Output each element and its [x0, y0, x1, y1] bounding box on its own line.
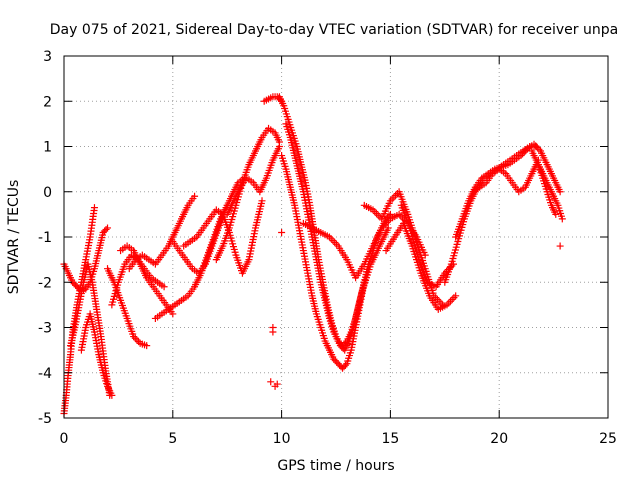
- y-tick-label: 3: [43, 49, 52, 65]
- data-point: [160, 283, 168, 291]
- y-tick-label: -1: [38, 230, 52, 246]
- y-tick-label: -5: [38, 411, 52, 427]
- data-point: [532, 142, 540, 150]
- x-tick-label: 10: [273, 431, 291, 447]
- x-tick-label: 0: [60, 431, 69, 447]
- data-point: [269, 328, 277, 336]
- y-tick-label: 1: [43, 140, 52, 156]
- data-point: [517, 152, 525, 160]
- y-tick-label: -4: [38, 366, 52, 382]
- data-point: [520, 148, 528, 156]
- x-tick-label: 5: [168, 431, 177, 447]
- y-tick-label: -3: [38, 321, 52, 337]
- data-point: [384, 224, 392, 232]
- data-point: [556, 188, 564, 196]
- data-point: [104, 224, 112, 232]
- data-point: [258, 197, 266, 205]
- data-point: [143, 342, 151, 350]
- data-point: [452, 292, 460, 300]
- x-tick-label: 25: [599, 431, 617, 447]
- data-point: [191, 192, 199, 200]
- data-point: [169, 310, 177, 318]
- data-point: [267, 378, 275, 386]
- data-point: [535, 145, 543, 153]
- data-point: [552, 210, 560, 218]
- chart-title: Day 075 of 2021, Sidereal Day-to-day VTE…: [50, 22, 618, 38]
- data-point: [102, 225, 110, 233]
- data-point: [131, 334, 139, 342]
- grid-lines: [64, 56, 608, 418]
- y-tick-label: 2: [43, 94, 52, 110]
- y-tick-label: 0: [43, 185, 52, 201]
- data-point: [108, 391, 116, 399]
- data-point: [278, 228, 286, 236]
- data-point: [135, 338, 143, 346]
- data-point: [522, 146, 530, 154]
- data-point: [130, 333, 138, 341]
- data-point: [273, 380, 281, 388]
- data-point: [558, 215, 566, 223]
- data-point: [533, 144, 541, 152]
- x-tick-label: 20: [490, 431, 508, 447]
- x-axis-label: GPS time / hours: [277, 458, 394, 474]
- data-point: [133, 336, 141, 344]
- y-tick-label: -2: [38, 275, 52, 291]
- axis-ticks: 0 5 10 15 20 25 -5 -4 -3 -2 -1 0 1 2 3: [38, 49, 617, 447]
- data-point: [90, 204, 98, 212]
- data-point: [341, 361, 349, 369]
- data-point: [341, 339, 349, 347]
- x-tick-label: 15: [381, 431, 399, 447]
- data-point: [519, 150, 527, 158]
- data-point: [275, 143, 283, 150]
- data-points: [60, 93, 566, 417]
- data-point: [556, 242, 564, 250]
- y-axis-label: SDTVAR / TECUs: [6, 180, 22, 295]
- data-point: [530, 140, 538, 148]
